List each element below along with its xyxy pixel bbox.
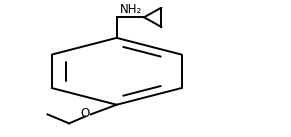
Text: NH₂: NH₂ bbox=[120, 3, 142, 16]
Text: O: O bbox=[80, 107, 89, 120]
